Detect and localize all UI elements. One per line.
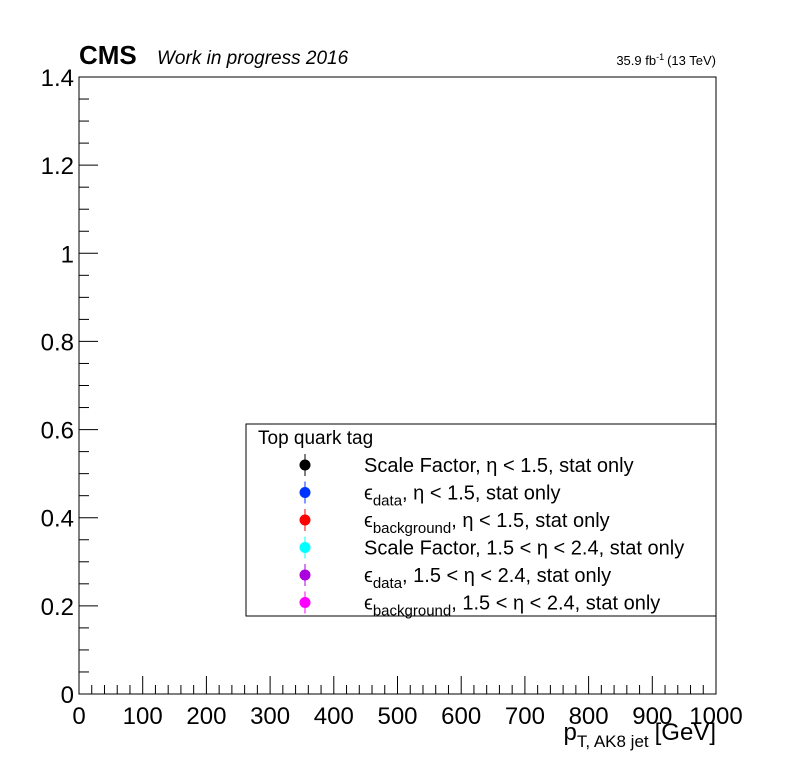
y-axis: 0 0.2 0.4 0.6 0.8 1 1.2 1.4 (41, 65, 98, 709)
legend-entry: ϵdata, 1.5 < η < 2.4, stat only (299, 564, 611, 592)
y-tick-label: 0.2 (41, 594, 74, 621)
legend-marker (299, 542, 311, 553)
legend-label-prefix: Scale Factor, (364, 455, 486, 477)
legend-marker (299, 597, 311, 608)
legend-marker (299, 459, 311, 471)
legend-entry: ϵdata, η < 1.5, stat only (299, 481, 560, 510)
luminosity-value: 35.9 fb (616, 53, 656, 68)
luminosity-energy: (13 TeV) (667, 53, 716, 68)
legend-entry: Scale Factor, η < 1.5, stat only (299, 454, 634, 477)
y-tick-label: 0.6 (41, 418, 74, 445)
x-axis-title: pT, AK8 jet [GeV] (563, 719, 716, 751)
x-tick-label: 300 (250, 703, 290, 730)
legend-box (245, 423, 717, 617)
x-tick-label: 500 (377, 703, 417, 730)
x-axis-title-main: p (563, 719, 576, 746)
x-axis-title-unit: [GeV] (655, 719, 716, 746)
x-axis: 0 100 200 300 400 500 600 700 800 900 1000 (72, 676, 743, 730)
legend-label-subscript: data (373, 493, 403, 510)
y-tick-label: 1.4 (41, 65, 74, 92)
y-tick-label: 1.2 (41, 153, 74, 180)
legend-marker (299, 514, 311, 526)
x-tick-label: 100 (123, 703, 163, 730)
x-tick-label: 900 (632, 703, 672, 730)
legend-label: ϵbackground, 1.5 < η < 2.4, stat only (364, 593, 660, 620)
legend-header: Top quark tag (258, 428, 373, 449)
luminosity-label: 35.9 fb-1 (13 TeV) (616, 52, 716, 68)
x-tick-label: 0 (72, 703, 85, 730)
x-tick-label: 600 (441, 703, 481, 730)
legend-label-subscript: background (373, 520, 451, 537)
legend-entry: Scale Factor, 1.5 < η < 2.4, stat only (299, 536, 684, 560)
y-tick-label: 0.4 (41, 506, 74, 533)
legend-label-suffix: , 1.5 < η < 2.4, stat only (402, 565, 611, 587)
legend-label: Scale Factor, η < 1.5, stat only (364, 455, 634, 477)
legend-label-suffix: , η < 1.5, stat only (451, 510, 609, 532)
legend-label-symbol: ϵ (364, 510, 373, 532)
x-axis-title-sub: T, AK8 jet (577, 732, 649, 751)
legend-entry: ϵbackground, η < 1.5, stat only (299, 509, 610, 537)
x-tick-label: 200 (186, 703, 226, 730)
legend-label-suffix: η < 1.5, stat only (486, 455, 633, 477)
legend-label-symbol: ϵ (364, 565, 373, 587)
legend-label: ϵbackground, η < 1.5, stat only (364, 510, 610, 537)
x-tick-label: 1000 (689, 703, 742, 730)
y-tick-label: 0.8 (41, 329, 74, 356)
legend-marker (299, 487, 311, 498)
legend-label: ϵdata, 1.5 < η < 2.4, stat only (364, 565, 611, 592)
x-tick-label: 400 (314, 703, 354, 730)
legend-label-suffix: , η < 1.5, stat only (402, 483, 560, 505)
legend-label-suffix: 1.5 < η < 2.4, stat only (486, 538, 684, 560)
legend-label-suffix: , 1.5 < η < 2.4, stat only (451, 593, 660, 615)
y-tick-label: 1 (61, 241, 74, 268)
legend-label-subscript: data (373, 575, 403, 592)
legend-entry: ϵbackground, 1.5 < η < 2.4, stat only (299, 591, 660, 620)
legend-label: ϵdata, η < 1.5, stat only (364, 483, 560, 510)
legend-marker (299, 569, 311, 581)
legend-label-symbol: ϵ (364, 593, 373, 615)
legend-label-symbol: ϵ (364, 483, 373, 505)
legend-label-subscript: background (373, 603, 451, 620)
legend-label-prefix: Scale Factor, (364, 538, 486, 560)
y-tick-label: 0 (61, 682, 74, 709)
x-tick-label: 800 (569, 703, 609, 730)
legend-label: Scale Factor, 1.5 < η < 2.4, stat only (364, 538, 684, 560)
x-tick-label: 700 (505, 703, 545, 730)
luminosity-exponent: -1 (656, 52, 664, 62)
subtitle-label: Work in progress 2016 (157, 48, 349, 69)
experiment-label: CMS (79, 40, 137, 70)
legend: Top quark tag Scale Factor, η < 1.5, sta… (245, 423, 717, 620)
